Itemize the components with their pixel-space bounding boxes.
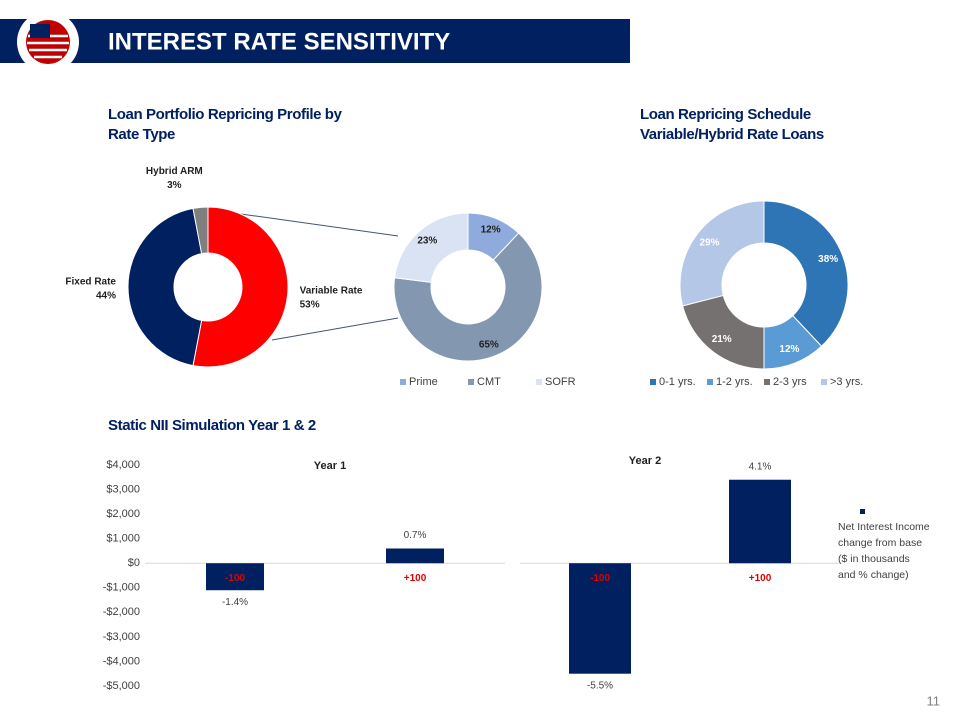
chart-title: Loan Repricing Schedule Variable/Hybrid … bbox=[640, 106, 824, 143]
legend-marker bbox=[860, 509, 865, 514]
legend-label: 1-2 yrs. bbox=[716, 376, 753, 388]
legend-label: 0-1 yrs. bbox=[659, 376, 696, 388]
x-tick-label: +100 bbox=[749, 573, 772, 584]
donut-slice bbox=[192, 206, 289, 368]
donut-slice bbox=[682, 294, 765, 370]
header-bar bbox=[0, 19, 630, 63]
donut-slice bbox=[127, 207, 203, 367]
data-label: 3% bbox=[167, 180, 182, 191]
donut-slice bbox=[393, 232, 543, 362]
legend-marker bbox=[650, 379, 656, 385]
data-label: 0.7% bbox=[404, 530, 427, 541]
data-label: 29% bbox=[699, 237, 719, 248]
y-tick-label: -$4,000 bbox=[103, 655, 140, 667]
bar bbox=[386, 548, 444, 564]
data-label: 53% bbox=[300, 299, 320, 310]
page-number: 11 bbox=[927, 693, 941, 708]
bar bbox=[569, 563, 631, 674]
data-label: 44% bbox=[96, 291, 116, 302]
legend-label: Net Interest Income change from base ($ … bbox=[838, 521, 930, 581]
donut-slice bbox=[679, 200, 765, 307]
legend-label: SOFR bbox=[545, 376, 576, 388]
y-tick-label: $2,000 bbox=[106, 508, 140, 520]
data-label: -1.4% bbox=[222, 597, 248, 608]
legend-marker bbox=[468, 379, 474, 385]
legend-marker bbox=[536, 379, 542, 385]
donut-slice bbox=[394, 212, 469, 283]
data-label: 38% bbox=[818, 254, 838, 265]
legend-marker bbox=[400, 379, 406, 385]
y-tick-label: -$2,000 bbox=[103, 606, 140, 618]
donut-slice bbox=[763, 200, 849, 347]
bar bbox=[206, 563, 264, 591]
x-tick-label: -100 bbox=[590, 573, 610, 584]
logo-canton bbox=[30, 24, 50, 38]
y-tick-label: $0 bbox=[128, 557, 140, 569]
y-tick-label: -$1,000 bbox=[103, 582, 140, 594]
data-label: 12% bbox=[481, 224, 501, 235]
slide-title: INTEREST RATE SENSITIVITY bbox=[108, 28, 450, 55]
donut-slice bbox=[192, 206, 209, 255]
legend-label: CMT bbox=[477, 376, 501, 388]
y-tick-label: $1,000 bbox=[106, 533, 140, 545]
chart-title: Year 1 bbox=[314, 460, 346, 472]
data-label: Hybrid ARM bbox=[146, 166, 203, 177]
data-label: 12% bbox=[779, 344, 799, 355]
section-title: Static NII Simulation Year 1 & 2 bbox=[108, 417, 316, 434]
y-tick-label: $3,000 bbox=[106, 483, 140, 495]
data-label: 21% bbox=[712, 334, 732, 345]
data-label: 23% bbox=[417, 236, 437, 247]
legend-marker bbox=[764, 379, 770, 385]
y-tick-label: -$5,000 bbox=[103, 680, 140, 692]
legend-label: 2-3 yrs bbox=[773, 376, 807, 388]
data-label: Variable Rate bbox=[300, 285, 363, 296]
legend-marker bbox=[821, 379, 827, 385]
data-label: -5.5% bbox=[587, 680, 613, 691]
chart-title: Year 2 bbox=[629, 455, 661, 467]
data-label: 65% bbox=[479, 340, 499, 351]
legend-label: Prime bbox=[409, 376, 438, 388]
bar bbox=[729, 479, 791, 564]
x-tick-label: -100 bbox=[225, 573, 245, 584]
chart-title: Loan Portfolio Repricing Profile by Rate… bbox=[108, 106, 342, 143]
data-label: 4.1% bbox=[749, 461, 772, 472]
y-tick-label: -$3,000 bbox=[103, 631, 140, 643]
legend-marker bbox=[707, 379, 713, 385]
connector-line bbox=[271, 317, 399, 341]
legend-label: >3 yrs. bbox=[830, 376, 863, 388]
x-tick-label: +100 bbox=[404, 573, 427, 584]
data-label: Fixed Rate bbox=[65, 277, 116, 288]
y-tick-label: $4,000 bbox=[106, 459, 140, 471]
connector-line bbox=[233, 212, 399, 237]
